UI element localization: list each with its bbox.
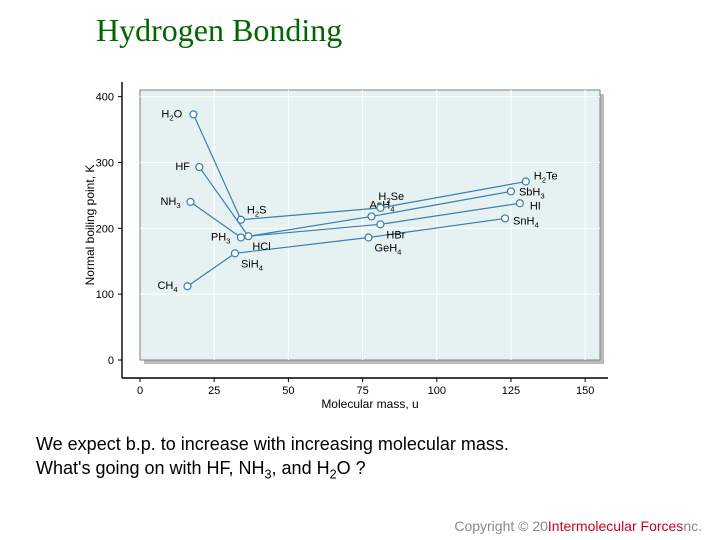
caption-line2c: O ? — [337, 458, 366, 478]
svg-text:75: 75 — [356, 385, 368, 397]
svg-text:HF: HF — [175, 161, 190, 173]
svg-text:H2Se: H2Se — [378, 191, 404, 205]
caption-sub1: 3 — [265, 468, 272, 482]
svg-text:100: 100 — [428, 385, 446, 397]
footer-red: Intermolecular Forces — [548, 518, 683, 534]
svg-text:150: 150 — [576, 385, 594, 397]
svg-text:200: 200 — [96, 223, 114, 235]
svg-text:0: 0 — [108, 355, 114, 367]
svg-text:300: 300 — [96, 157, 114, 169]
footer-text: Copyright © 20Intermolecular Forcesnc. — [454, 518, 702, 534]
caption-line2b: , and H — [272, 458, 330, 478]
footer-tail: nc. — [683, 518, 702, 534]
svg-text:400: 400 — [96, 92, 114, 104]
caption-text: We expect b.p. to increase with increasi… — [36, 432, 684, 484]
svg-text:Molecular mass, u: Molecular mass, u — [321, 397, 418, 410]
svg-text:100: 100 — [96, 289, 114, 301]
page-title: Hydrogen Bonding — [96, 12, 342, 49]
boiling-point-chart: 0 25 50 75 100 125 150 0 100 200 300 400 Molecular m… — [80, 70, 640, 410]
svg-text:HI: HI — [530, 200, 541, 212]
caption-line1: We expect b.p. to increase with increasi… — [36, 434, 509, 454]
svg-text:HCl: HCl — [252, 241, 270, 253]
caption-sub2: 2 — [330, 468, 337, 482]
footer-left: Copyright © 20 — [454, 518, 548, 534]
svg-text:Normal boiling point, K: Normal boiling point, K — [83, 165, 97, 286]
svg-text:50: 50 — [282, 385, 294, 397]
svg-text:0: 0 — [137, 385, 143, 397]
svg-text:25: 25 — [208, 385, 220, 397]
caption-line2a: What's going on with HF, NH — [36, 458, 265, 478]
svg-text:H2Te: H2Te — [534, 171, 558, 185]
svg-text:HBr: HBr — [386, 229, 405, 241]
chart-svg: 0 25 50 75 100 125 150 0 100 200 300 400 Molecular m… — [80, 70, 640, 410]
svg-text:125: 125 — [502, 385, 520, 397]
